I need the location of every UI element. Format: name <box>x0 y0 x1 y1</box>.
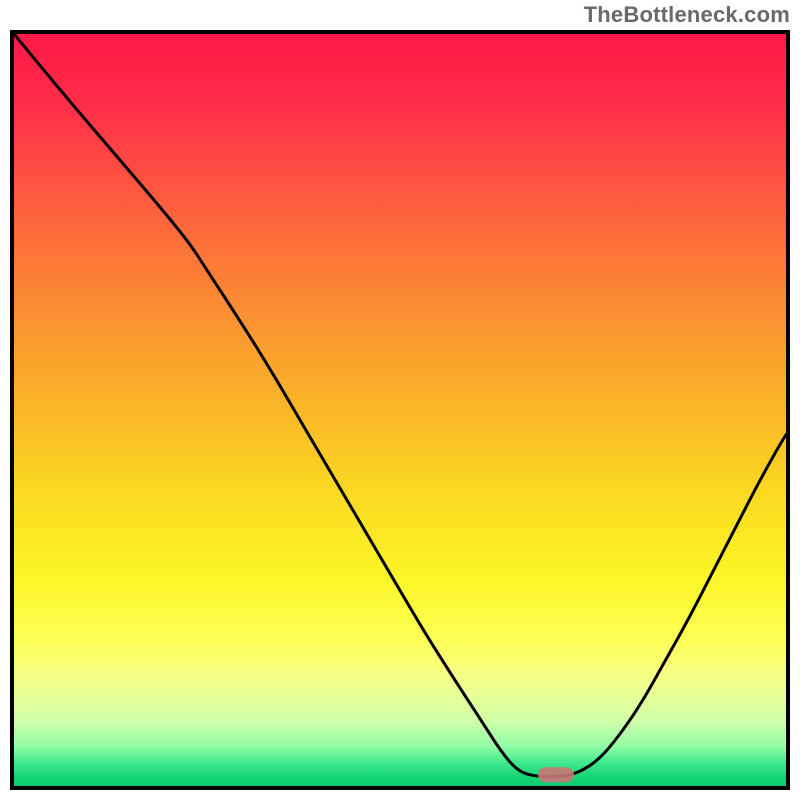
chart-background <box>12 32 788 788</box>
watermark-text: TheBottleneck.com <box>584 2 790 28</box>
chart-svg <box>10 30 790 790</box>
optimal-marker <box>538 767 574 782</box>
bottleneck-chart <box>10 30 790 790</box>
chart-container: TheBottleneck.com <box>0 0 800 800</box>
